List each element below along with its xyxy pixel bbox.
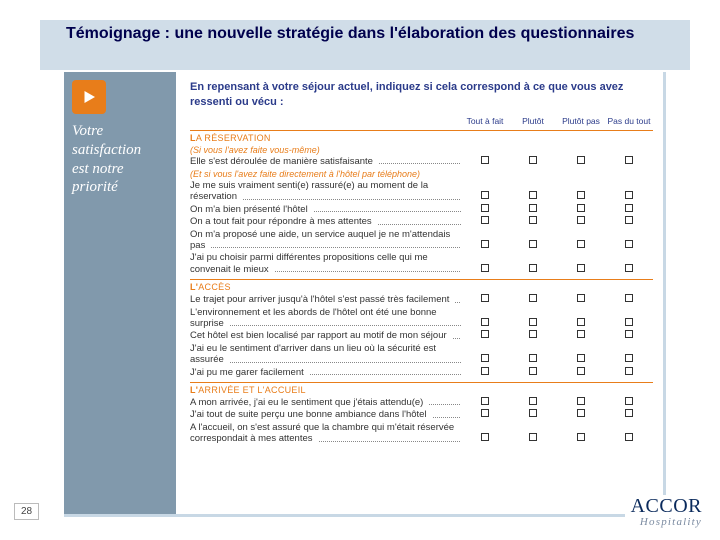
scale-col: Plutôt [509,116,557,126]
question-label: Elle s'est déroulée de manière satisfais… [190,156,461,167]
brand-logo: ACCOR Hospitality [625,495,702,528]
section-divider [190,130,653,131]
play-icon [72,80,106,114]
tagline-line: satisfaction [72,142,141,158]
scale-col: Plutôt pas [557,116,605,126]
questionnaire-main: En repensant à votre séjour actuel, indi… [176,72,663,514]
section-divider [190,382,653,383]
question-label: Le trajet pour arriver jusqu'à l'hôtel s… [190,294,461,305]
question-row: A mon arrivée, j'ai eu le sentiment que … [190,397,653,408]
question-label: On m'a bien présenté l'hôtel [190,204,461,215]
group-note: (Si vous l'avez faite vous-même) [190,145,653,155]
slide: Témoignage : une nouvelle stratégie dans… [0,0,720,540]
scale-col: Pas du tout [605,116,653,126]
scale-col: Tout à fait [461,116,509,126]
question-row: J'ai pu me garer facilement [190,367,653,378]
question-label: J'ai tout de suite perçu une bonne ambia… [190,409,461,420]
question-label: J'ai pu me garer facilement [190,367,461,378]
question-row: Je me suis vraiment senti(e) rassuré(e) … [190,180,653,203]
logo-subtext: Hospitality [631,516,702,528]
question-row: L'environnement et les abords de l'hôtel… [190,307,653,330]
section-title: LA RÉSERVATION [190,133,653,143]
question-label: A l'accueil, on s'est assuré que la cham… [190,422,461,445]
section-title: L'ACCÈS [190,282,653,292]
page-title: Témoignage : une nouvelle stratégie dans… [66,24,680,45]
question-row: On m'a proposé une aide, un service auqu… [190,229,653,252]
question-row: Elle s'est déroulée de manière satisfais… [190,156,653,167]
question-row: J'ai pu choisir parmi différentes propos… [190,252,653,275]
questionnaire-panel: Votre satisfaction est notre priorité En… [64,72,666,517]
question-row: On a tout fait pour répondre à mes atten… [190,216,653,227]
question-label: Cet hôtel est bien localisé par rapport … [190,330,461,341]
question-label: Je me suis vraiment senti(e) rassuré(e) … [190,180,461,203]
question-row: J'ai tout de suite perçu une bonne ambia… [190,409,653,420]
tagline-line: Votre [72,123,103,139]
question-row: J'ai eu le sentiment d'arriver dans un l… [190,343,653,366]
sidebar: Votre satisfaction est notre priorité [64,72,176,514]
question-row: Cet hôtel est bien localisé par rapport … [190,330,653,341]
question-label: J'ai pu choisir parmi différentes propos… [190,252,461,275]
intro-text: En repensant à votre séjour actuel, indi… [190,80,653,110]
tagline-line: priorité [72,179,118,195]
scale-header: Tout à fait Plutôt Plutôt pas Pas du tou… [190,116,653,126]
question-row: Le trajet pour arriver jusqu'à l'hôtel s… [190,294,653,305]
question-label: On m'a proposé une aide, un service auqu… [190,229,461,252]
section-title: L'ARRIVÉE ET L'ACCUEIL [190,385,653,395]
tagline-line: est notre [72,161,124,177]
page-number: 28 [14,503,39,520]
sidebar-tagline: Votre satisfaction est notre priorité [64,114,176,197]
question-row: On m'a bien présenté l'hôtel [190,204,653,215]
group-note: (Et si vous l'avez faite directement à l… [190,169,653,179]
question-label: A mon arrivée, j'ai eu le sentiment que … [190,397,461,408]
logo-text: ACCOR [631,495,702,518]
question-label: L'environnement et les abords de l'hôtel… [190,307,461,330]
section-divider [190,279,653,280]
question-label: J'ai eu le sentiment d'arriver dans un l… [190,343,461,366]
question-label: On a tout fait pour répondre à mes atten… [190,216,461,227]
question-row: A l'accueil, on s'est assuré que la cham… [190,422,653,445]
sections-container: LA RÉSERVATION (Si vous l'avez faite vous… [190,130,653,445]
